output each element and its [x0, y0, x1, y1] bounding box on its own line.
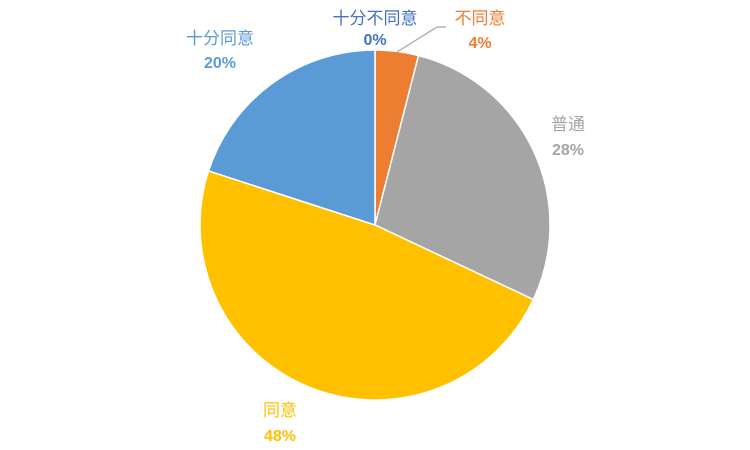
slice-percent-label: 48%: [264, 428, 296, 445]
slice-label: 不同意: [455, 9, 506, 29]
slice-percent-label: 28%: [552, 142, 584, 159]
slice-label: 普通: [551, 115, 585, 135]
slice-percent-label: 20%: [204, 55, 236, 72]
pie-slice-2: [374, 54, 551, 301]
slice-percent-label: 4%: [468, 35, 491, 52]
slice-label: 十分同意: [186, 29, 254, 49]
leader-line: [396, 26, 446, 53]
pie-slice-3: [199, 169, 535, 401]
slice-label: 同意: [263, 401, 297, 421]
slice-label: 十分不同意: [333, 9, 418, 29]
slice-percent-label: 0%: [363, 32, 386, 49]
pie-slice-4: [207, 49, 376, 227]
